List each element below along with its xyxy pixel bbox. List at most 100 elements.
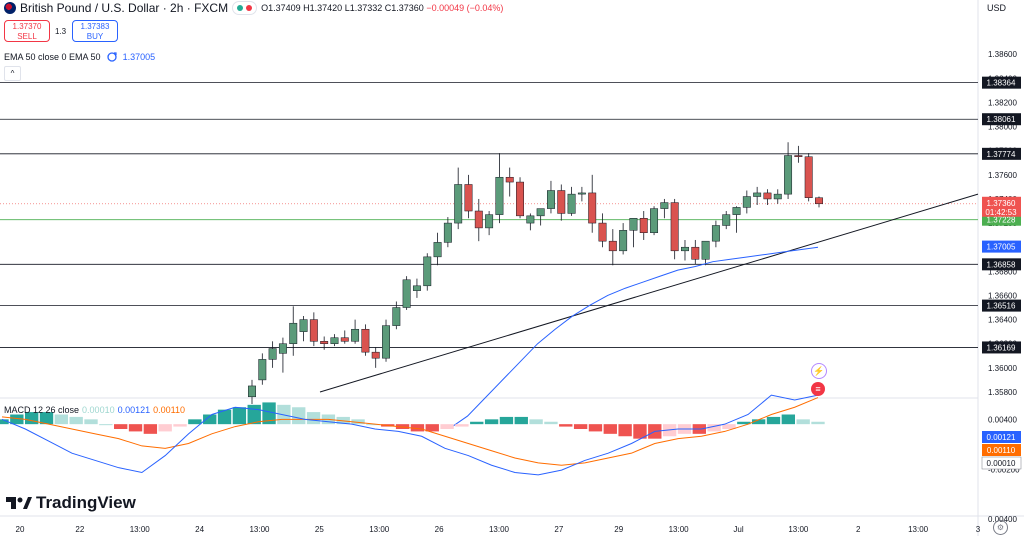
- macd-histogram-bar: [114, 424, 128, 429]
- ohlc-values: O1.37409 H1.37420 L1.37332 C1.37360 −0.0…: [261, 3, 503, 13]
- candle-body: [639, 218, 648, 233]
- macd-legend[interactable]: MACD 12 26 close 0.00010 0.00121 0.00110: [4, 405, 185, 415]
- macd-signal-line: [1, 397, 819, 466]
- current-price-tag: [982, 196, 1021, 217]
- sell-label: SELL: [17, 32, 37, 41]
- sell-price: 1.37370: [12, 22, 42, 31]
- time-tick-label: 2: [856, 525, 861, 534]
- time-tick-label: 13:00: [788, 525, 809, 534]
- candle-body: [474, 210, 483, 229]
- current-price-label: 1.37360: [987, 199, 1016, 208]
- brand-name: TradingView: [36, 493, 136, 512]
- macd-histogram-bar: [633, 424, 647, 439]
- macd-histogram-bar: [39, 412, 54, 425]
- time-tick-label: 29: [614, 525, 623, 534]
- candle-body: [763, 192, 772, 200]
- candle-body: [268, 348, 277, 360]
- candle-body: [711, 225, 720, 242]
- flash-icon[interactable]: ⚡: [811, 363, 827, 379]
- ohlc-high: H1.37420: [303, 3, 343, 13]
- macd-histogram-bar: [781, 414, 796, 425]
- macd-histogram-bar: [559, 424, 573, 427]
- ema-line: [449, 246, 819, 429]
- candle-body: [588, 192, 597, 224]
- macd-histogram-bar: [84, 419, 98, 425]
- candle-body: [516, 181, 524, 217]
- buy-label: BUY: [86, 32, 104, 41]
- macd-hist-value: 0.00010: [82, 405, 115, 415]
- macd-line: [1, 394, 819, 476]
- macd-histogram-bar: [306, 412, 321, 425]
- candle-body: [361, 328, 370, 353]
- ema-legend[interactable]: EMA 50 close 0 EMA 50 1.37005: [4, 51, 155, 63]
- macd-value-label: 0.00010: [987, 459, 1016, 468]
- level-price-label: 1.37774: [987, 150, 1016, 159]
- currency-label[interactable]: USD: [987, 3, 1007, 13]
- macd-line-value: 0.00121: [117, 405, 151, 415]
- candle-body: [804, 156, 813, 198]
- collapse-arrow-icon[interactable]: ^: [4, 66, 21, 81]
- price-tick-label: 1.35800: [988, 388, 1017, 397]
- us-flag-icon[interactable]: ≡: [811, 382, 825, 396]
- ohlc-change: −0.00049 (−0.04%): [426, 3, 504, 13]
- macd-value-tag: [982, 431, 1021, 443]
- macd-histogram-bar: [707, 424, 721, 432]
- macd-histogram-bar: [766, 416, 781, 425]
- macd-legend-label: MACD 12 26 close: [4, 405, 80, 415]
- macd-histogram-bar: [262, 402, 276, 425]
- candle-body: [598, 222, 607, 242]
- time-tick-label: 24: [195, 525, 204, 534]
- macd-histogram-bar: [484, 419, 499, 425]
- time-tick-label: 27: [554, 525, 563, 534]
- countdown-label: 01:42:53: [985, 208, 1017, 217]
- candle-body: [660, 202, 669, 209]
- macd-value-label: 0.00110: [987, 446, 1016, 455]
- candle-body: [557, 190, 566, 214]
- candle-body: [536, 208, 545, 217]
- macd-histogram-bar: [99, 424, 113, 426]
- tradingview-logo-icon: [6, 497, 32, 509]
- level-price-tag: [982, 258, 1021, 271]
- macd-histogram-bar: [158, 424, 172, 432]
- candle-body: [402, 279, 411, 308]
- candle-body: [670, 202, 679, 252]
- candle-body: [773, 193, 782, 200]
- macd-histogram-bar: [603, 424, 617, 434]
- macd-tick-label: 0.00400: [988, 515, 1017, 524]
- price-tick-label: 1.36600: [988, 291, 1017, 300]
- tradingview-logo[interactable]: TradingView: [6, 493, 136, 513]
- candle-body: [753, 192, 762, 197]
- macd-histogram-bar: [618, 424, 632, 437]
- macd-histogram-bar: [514, 416, 528, 425]
- macd-histogram-bar: [232, 407, 247, 425]
- candle-body: [443, 222, 452, 243]
- refresh-icon[interactable]: [106, 51, 118, 63]
- gbp-usd-flag-icon: [4, 2, 16, 14]
- candle-body: [681, 246, 689, 252]
- candle-body: [433, 242, 442, 258]
- candle-body: [815, 197, 823, 205]
- settings-icon[interactable]: ⚙: [993, 520, 1008, 535]
- sell-button[interactable]: 1.37370 SELL: [4, 20, 50, 42]
- candle-body: [485, 214, 494, 229]
- macd-histogram-bar: [69, 416, 83, 425]
- symbol-header[interactable]: British Pound / U.S. Dollar · 2h · FXCM …: [4, 1, 503, 15]
- price-tick-label: 1.36000: [988, 364, 1017, 373]
- macd-histogram-bar: [173, 424, 187, 427]
- macd-histogram-bar: [143, 424, 158, 434]
- level-price-tag: [982, 341, 1021, 354]
- market-status[interactable]: [232, 1, 258, 15]
- price-tick-label: 1.36800: [988, 267, 1017, 276]
- time-tick-label: 20: [16, 525, 25, 534]
- macd-histogram-bar: [811, 421, 825, 425]
- candle-body: [577, 192, 586, 195]
- level-price-label: 1.36516: [987, 302, 1016, 311]
- price-tick-label: 1.37600: [988, 171, 1017, 180]
- ohlc-close: C1.37360: [384, 3, 424, 13]
- candle-body: [412, 285, 421, 291]
- candle-body: [382, 325, 390, 359]
- candle-body: [608, 240, 617, 252]
- level-price-label: 1.36858: [987, 260, 1016, 269]
- buy-button[interactable]: 1.37383 BUY: [72, 20, 118, 42]
